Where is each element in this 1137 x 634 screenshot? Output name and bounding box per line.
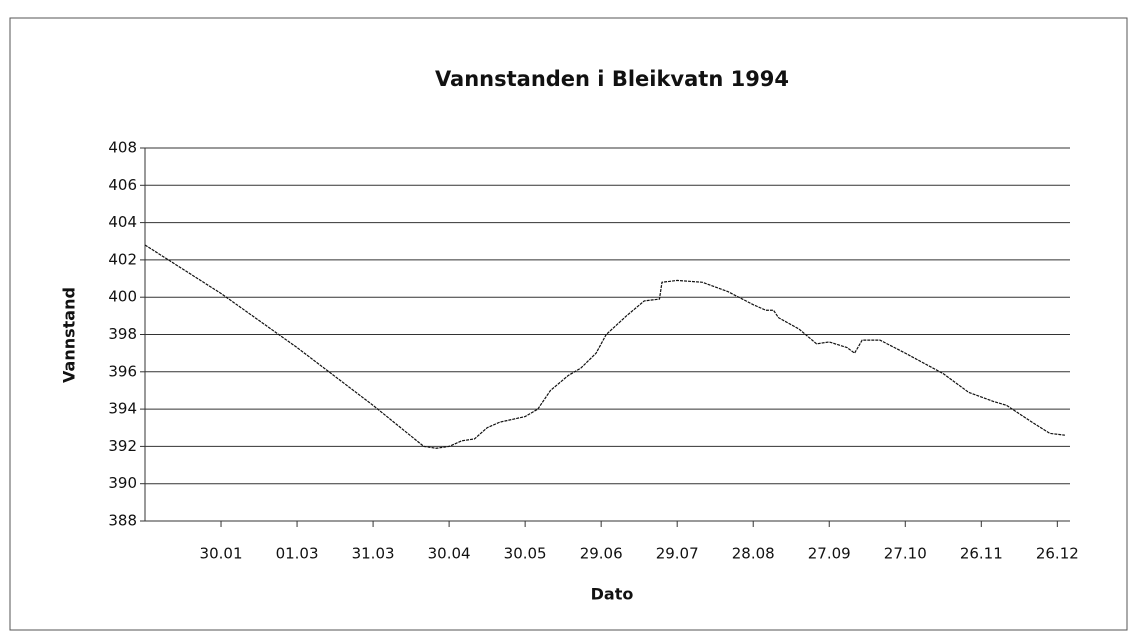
y-tick-label: 406 xyxy=(108,176,137,194)
x-tick-label: 30.04 xyxy=(428,545,471,563)
y-tick-label: 396 xyxy=(108,362,137,380)
x-tick-label: 28.08 xyxy=(732,545,775,563)
y-tick-label: 390 xyxy=(108,474,137,492)
x-tick-label: 30.05 xyxy=(504,545,547,563)
x-axis-label: Dato xyxy=(591,585,634,604)
y-axis-label: Vannstand xyxy=(60,287,79,383)
x-tick-label: 30.01 xyxy=(200,545,243,563)
y-tick-label: 398 xyxy=(108,325,137,343)
y-tick-label: 400 xyxy=(108,288,137,306)
x-tick-label: 01.03 xyxy=(276,545,319,563)
y-tick-label: 388 xyxy=(108,512,137,530)
x-tick-label: 27.09 xyxy=(808,545,851,563)
x-tick-label: 29.06 xyxy=(580,545,623,563)
x-tick-label: 29.07 xyxy=(656,545,699,563)
y-tick-label: 408 xyxy=(108,139,137,157)
y-tick-label: 394 xyxy=(108,400,137,418)
y-tick-label: 392 xyxy=(108,437,137,455)
x-tick-label: 26.12 xyxy=(1036,545,1079,563)
y-tick-label: 402 xyxy=(108,250,137,268)
chart-frame xyxy=(9,17,1128,631)
data-line xyxy=(144,244,1066,449)
chart-title: Vannstanden i Bleikvatn 1994 xyxy=(435,67,789,91)
x-tick-label: 26.11 xyxy=(960,545,1003,563)
y-tick-label: 404 xyxy=(108,213,137,231)
x-tick-label: 31.03 xyxy=(352,545,395,563)
x-tick-label: 27.10 xyxy=(884,545,927,563)
